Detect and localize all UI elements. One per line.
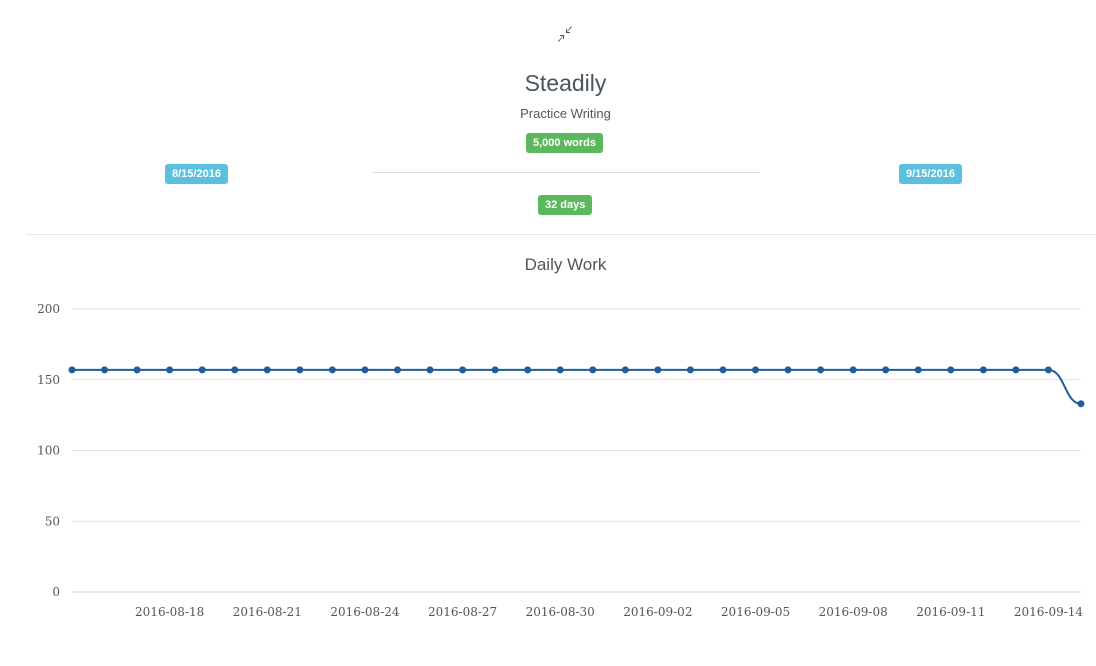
data-point[interactable] [1077,400,1085,408]
data-point[interactable] [393,366,401,374]
data-point[interactable] [914,366,922,374]
data-point[interactable] [589,366,597,374]
words-badge: 5,000 words [526,133,603,153]
grid-lines [72,308,1081,593]
x-tick-label: 2016-08-18 [135,605,204,619]
chart-title: Daily Work [524,255,607,274]
x-tick-label: 2016-08-21 [233,605,302,619]
y-tick-label: 200 [37,302,60,316]
section-divider [26,234,1096,235]
x-tick-label: 2016-08-27 [428,605,497,619]
data-point[interactable] [654,366,662,374]
data-point[interactable] [882,366,890,374]
data-point[interactable] [752,366,760,374]
data-point[interactable] [166,366,174,374]
data-point[interactable] [296,366,304,374]
y-tick-label: 0 [52,585,60,599]
y-tick-label: 50 [45,514,60,528]
data-point[interactable] [719,366,727,374]
y-tick-label: 100 [37,444,60,458]
data-point[interactable] [198,366,206,374]
series-line [71,368,1082,405]
data-point[interactable] [133,366,141,374]
data-point[interactable] [1044,366,1052,374]
data-point[interactable] [621,366,629,374]
data-point[interactable] [1012,366,1020,374]
data-point[interactable] [817,366,825,374]
x-tick-label: 2016-09-11 [916,605,985,619]
data-point[interactable] [524,366,532,374]
data-point[interactable] [231,366,239,374]
series-points-layer [68,366,1085,408]
data-point[interactable] [491,366,499,374]
progress-track [372,172,760,173]
data-point[interactable] [979,366,987,374]
data-point[interactable] [263,366,271,374]
data-point[interactable] [459,366,467,374]
data-point[interactable] [686,366,694,374]
data-point[interactable] [426,366,434,374]
data-point[interactable] [784,366,792,374]
compress-arrows-icon[interactable] [557,26,573,42]
x-axis-ticks: 2016-08-18 2016-08-21 2016-08-24 2016-08-27… [135,605,1083,619]
x-tick-label: 2016-09-08 [819,605,888,619]
y-tick-label: 150 [37,373,60,387]
x-tick-label: 2016-09-05 [721,605,790,619]
x-tick-label: 2016-09-02 [623,605,692,619]
series-line-layer [71,368,1082,405]
goal-title: Steadily [524,70,607,96]
data-point[interactable] [556,366,564,374]
data-point[interactable] [849,366,857,374]
days-badge: 32 days [538,195,593,215]
data-point[interactable] [947,366,955,374]
data-point[interactable] [101,366,109,374]
end-date-badge: 9/15/2016 [899,164,962,184]
x-tick-label: 2016-09-14 [1014,605,1084,619]
start-date-badge: 8/15/2016 [165,164,228,184]
data-point[interactable] [68,366,76,374]
x-tick-label: 2016-08-30 [526,605,595,619]
data-point[interactable] [361,366,369,374]
goal-subtitle: Practice Writing [520,106,611,121]
x-tick-label: 2016-08-24 [330,605,400,619]
data-point[interactable] [328,366,336,374]
y-axis-ticks: 0 50 100 150 200 [37,302,60,599]
